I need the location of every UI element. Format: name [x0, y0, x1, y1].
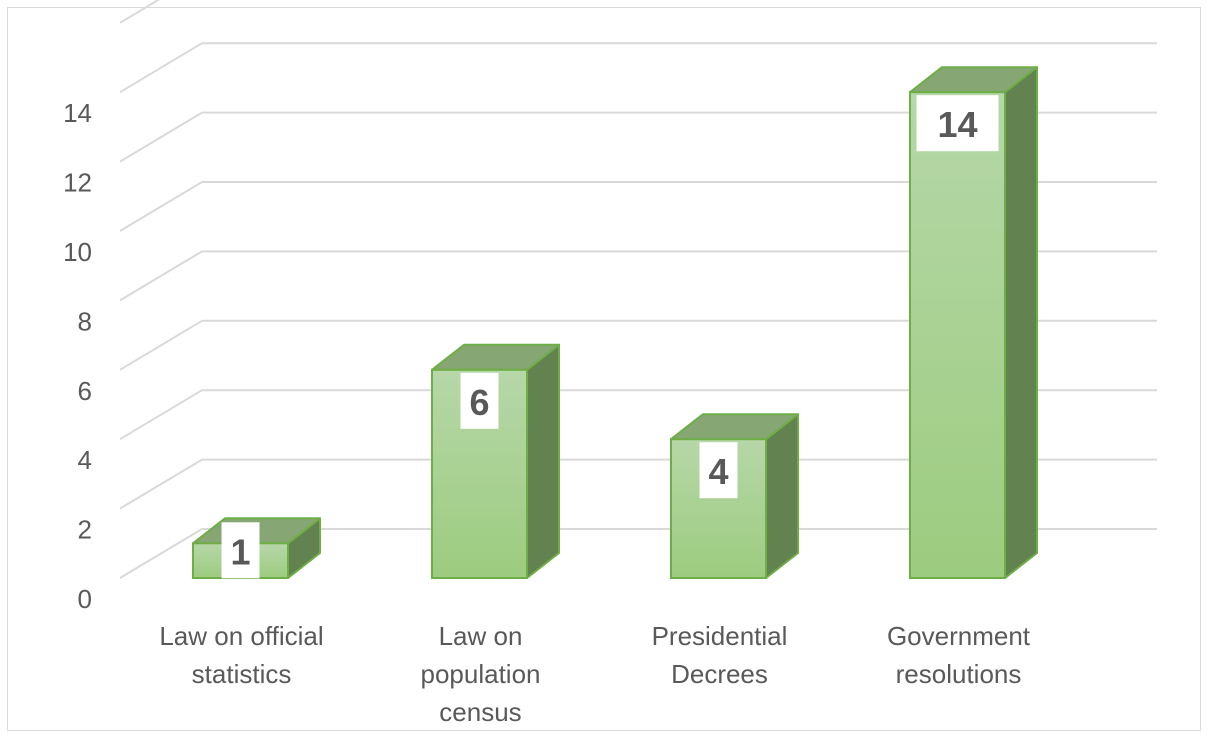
data-label: 6 [469, 382, 489, 423]
category-label: Law on population census [421, 621, 541, 727]
bars [192, 66, 1038, 580]
gridline-diagonal [119, 319, 203, 371]
y-tick-label: 12 [63, 168, 92, 198]
y-tick-label: 6 [78, 376, 92, 406]
category-label: Presidential Decrees [652, 621, 788, 689]
x-axis-categories: Law on official statistics Law on populatio… [159, 621, 1030, 727]
y-axis-ticks: 0 2 4 6 8 10 12 14 [63, 98, 92, 614]
y-tick-label: 10 [63, 237, 92, 267]
y-tick-label: 8 [78, 306, 92, 336]
data-labels: 1 6 4 14 [221, 95, 999, 579]
bar-3 [909, 66, 1038, 579]
gridline-diagonal [119, 111, 203, 163]
bar-side [526, 343, 560, 579]
gridline-diagonal [119, 42, 203, 94]
bar-1 [431, 343, 560, 579]
data-label: 4 [708, 451, 728, 492]
y-tick-label: 0 [78, 584, 92, 614]
gridline-diagonal [119, 389, 203, 441]
gridline-diagonal [119, 250, 203, 302]
data-label: 1 [230, 531, 250, 572]
category-label: Law on official statistics [159, 621, 323, 689]
data-label-box [699, 442, 738, 499]
gridline-diagonal [119, 0, 161, 24]
bar-front [909, 91, 1006, 579]
data-label-box [221, 522, 260, 579]
y-tick-label: 14 [63, 98, 92, 128]
y-tick-label: 4 [78, 445, 92, 475]
gridline-diagonal [119, 458, 203, 510]
gridline-diagonal [119, 528, 203, 579]
bar-side [1004, 66, 1038, 579]
bar-side [765, 413, 799, 579]
data-label: 14 [937, 104, 977, 145]
y-tick-label: 2 [78, 515, 92, 545]
data-label-box [460, 372, 499, 429]
category-label: Government resolutions [887, 621, 1031, 689]
gridline-diagonal [119, 181, 203, 232]
data-label-box [916, 95, 999, 152]
